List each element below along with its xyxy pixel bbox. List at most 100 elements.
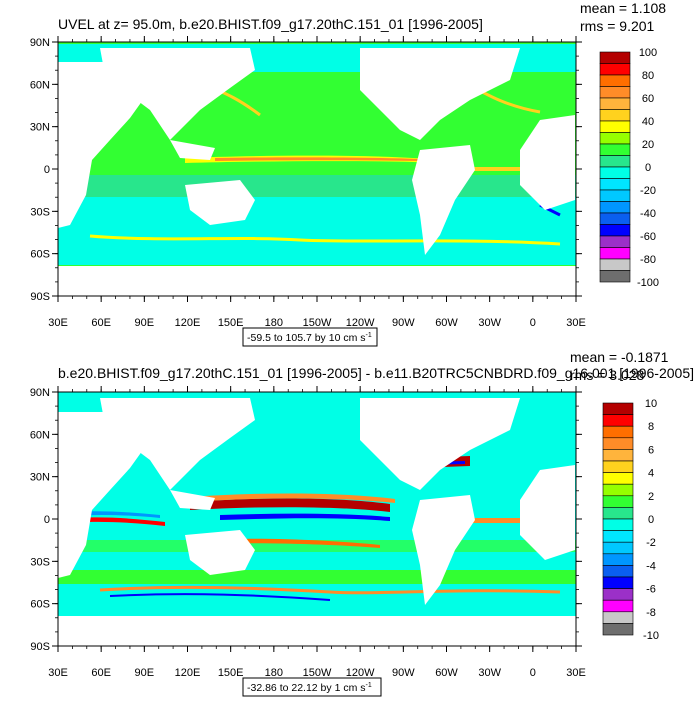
x-tick-label: 90E xyxy=(135,667,155,679)
y-tick-label: 90S xyxy=(30,291,50,303)
colorbar-box xyxy=(599,132,631,145)
south-tropical-band xyxy=(58,175,576,197)
colorbar-box xyxy=(599,155,631,168)
x-tick-label: 180 xyxy=(265,317,283,329)
x-tick-label: 120E xyxy=(175,317,201,329)
colorbar-box xyxy=(599,247,631,260)
x-tick-label: 90W xyxy=(392,667,415,679)
colorbar-label: -8 xyxy=(646,607,656,619)
greenland-land xyxy=(470,48,520,75)
panel-top-colorbar: 100 80 60 40 20 0 -20 -40 -60 -80 -100 xyxy=(599,47,659,289)
acc-features xyxy=(99,585,561,595)
x-tick-label: 120W xyxy=(346,317,375,329)
x-tick-label: 150W xyxy=(303,667,332,679)
colorbar-label: 0 xyxy=(645,162,651,174)
panel-top-rms: rms = 9.201 xyxy=(580,18,655,34)
colorbar-label: -20 xyxy=(640,185,656,197)
antarctica-land-b xyxy=(58,616,576,646)
panel-bottom-x-axis: 30E 60E 90E 120E 150E 180 150W 120W 90W 60W 30W 0 30… xyxy=(48,386,586,679)
y-tick-label: 90S xyxy=(30,641,50,653)
colorbar-box xyxy=(602,460,634,473)
y-tick-label: 90N xyxy=(30,387,50,399)
x-tick-label: 30E xyxy=(48,667,68,679)
panel-top-map xyxy=(58,42,576,296)
y-tick-label: 30N xyxy=(30,472,50,484)
panel-bottom: b.e20.BHIST.f09_g17.20thC.151_01 [1996-2… xyxy=(30,349,694,697)
greenland-land-b xyxy=(470,398,520,425)
colorbar-box xyxy=(599,109,631,122)
colorbar-label: -40 xyxy=(640,208,656,220)
colorbar-box xyxy=(602,495,634,508)
colorbar-box xyxy=(602,588,634,601)
panel-top-mean: mean = 1.108 xyxy=(580,0,666,16)
africa-east-land-b xyxy=(520,465,575,560)
x-tick-label: 0 xyxy=(530,317,536,329)
pacific-equatorial-orange xyxy=(190,493,395,503)
southern-ocean-green xyxy=(58,570,576,584)
acc-jets xyxy=(89,234,561,246)
panel-bottom-contour-info: -32.86 to 22.12 by 1 cm s-1 xyxy=(242,677,382,697)
panel-bottom-rms: rms = 3.028 xyxy=(570,367,645,383)
colorbar-box xyxy=(602,530,634,543)
panel-bottom-y-axis: 90N 60N 30N 0 30S 60S 90S xyxy=(30,387,582,653)
colorbar-label: 40 xyxy=(642,116,654,128)
colorbar-box xyxy=(602,437,634,450)
x-tick-label: 120E xyxy=(175,667,201,679)
x-tick-label: 30E xyxy=(48,317,68,329)
x-tick-label: 60W xyxy=(435,667,458,679)
colorbar-box xyxy=(602,611,634,624)
north-america-land xyxy=(360,48,520,140)
colorbar-box xyxy=(602,414,634,427)
panel-bottom-contour-info-text: -32.86 to 22.12 by 1 cm s-1 xyxy=(247,682,372,694)
colorbar-label: 100 xyxy=(639,47,657,59)
colorbar-box xyxy=(599,166,631,179)
colorbar-box xyxy=(599,212,631,225)
panel-bottom-mean: mean = -0.1871 xyxy=(570,349,669,365)
panel-bottom-colorbar: 10 8 6 4 2 0 -2 -4 -6 -8 -10 xyxy=(602,398,659,642)
x-tick-label: 30W xyxy=(478,317,501,329)
panel-top-y-axis: 90N 60N 30N 0 30S 60S 90S xyxy=(30,37,582,303)
colorbar-box xyxy=(602,599,634,613)
y-tick-label: 0 xyxy=(44,164,50,176)
colorbar-box xyxy=(602,518,634,531)
panel-bottom-map xyxy=(58,392,576,646)
panel-top: UVEL at z= 95.0m, b.e20.BHIST.f09_g17.20… xyxy=(30,0,666,347)
eurasia-land xyxy=(100,48,255,140)
pacific-equatorial-blue xyxy=(220,513,390,521)
panel-bottom-title: b.e20.BHIST.f09_g17.20thC.151_01 [1996-2… xyxy=(58,366,694,381)
acc-features-blue xyxy=(109,593,331,601)
colorbar-label: -4 xyxy=(646,560,656,572)
colorbar-label: 6 xyxy=(648,444,654,456)
colorbar-box xyxy=(599,224,631,237)
colorbar-box xyxy=(602,565,634,578)
australia-land-b xyxy=(185,530,255,575)
panel-top-title: UVEL at z= 95.0m, b.e20.BHIST.f09_g17.20… xyxy=(58,16,483,32)
colorbar-box xyxy=(599,189,631,202)
colorbar-box xyxy=(599,258,631,271)
southern-ocean-band xyxy=(58,195,576,265)
y-tick-label: 60N xyxy=(30,429,50,441)
x-tick-label: 90E xyxy=(135,317,155,329)
south-america-land-b xyxy=(412,495,475,605)
y-tick-label: 60S xyxy=(30,249,50,261)
pacific-equatorial-red xyxy=(190,498,390,512)
y-tick-label: 30N xyxy=(30,122,50,134)
colorbar-label: 10 xyxy=(645,398,657,410)
x-tick-label: 150W xyxy=(303,317,332,329)
colorbar-box xyxy=(599,178,631,191)
panel-top-contour-info-text: -59.5 to 105.7 by 10 cm s-1 xyxy=(247,332,372,344)
y-tick-label: 30S xyxy=(30,206,50,218)
africa-land xyxy=(58,62,150,228)
equatorial-undercurrent-core xyxy=(215,157,420,161)
colorbar-box xyxy=(599,51,631,64)
x-tick-label: 0 xyxy=(530,667,536,679)
colorbar-label: -10 xyxy=(643,630,659,642)
colorbar-box xyxy=(602,507,634,520)
x-tick-label: 30E xyxy=(566,667,586,679)
antarctica-land xyxy=(58,266,576,296)
eurasia-land-b xyxy=(100,398,255,490)
colorbar-box xyxy=(599,120,631,133)
colorbar-box xyxy=(602,472,634,485)
colorbar-box xyxy=(599,97,631,110)
